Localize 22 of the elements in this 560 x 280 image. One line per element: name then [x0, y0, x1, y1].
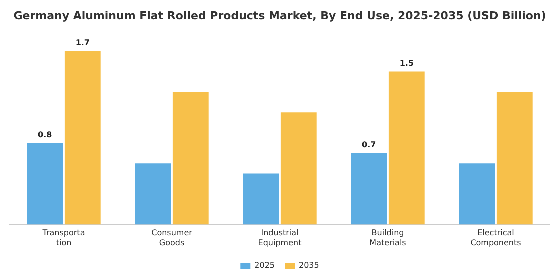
bar: [172, 92, 209, 225]
bar: [496, 92, 533, 225]
x-tick-label: Transporta tion: [42, 228, 86, 248]
bar: [27, 143, 64, 225]
data-label: 1.7: [76, 38, 90, 48]
data-label: 0.8: [38, 130, 53, 140]
bar: [64, 51, 101, 225]
bar: [135, 164, 172, 225]
bar: [243, 174, 280, 225]
x-tick-label: Building Materials: [370, 228, 406, 248]
bar: [388, 72, 425, 225]
bar: [351, 153, 388, 225]
x-tick-label: Electrical Components: [470, 228, 522, 248]
data-label: 0.7: [362, 140, 376, 150]
legend-label: 2035: [299, 261, 320, 270]
bar: [459, 164, 496, 225]
chart-title: Germany Aluminum Flat Rolled Products Market, By End Use, 2025-2035 (USD Billion): [14, 9, 546, 22]
x-tick-label: Industrial Equipment: [258, 228, 302, 248]
bar: [280, 112, 317, 225]
legend-label: 2025: [254, 261, 275, 270]
data-label: 1.5: [400, 58, 414, 68]
x-tick-label: Consumer Goods: [152, 228, 194, 248]
